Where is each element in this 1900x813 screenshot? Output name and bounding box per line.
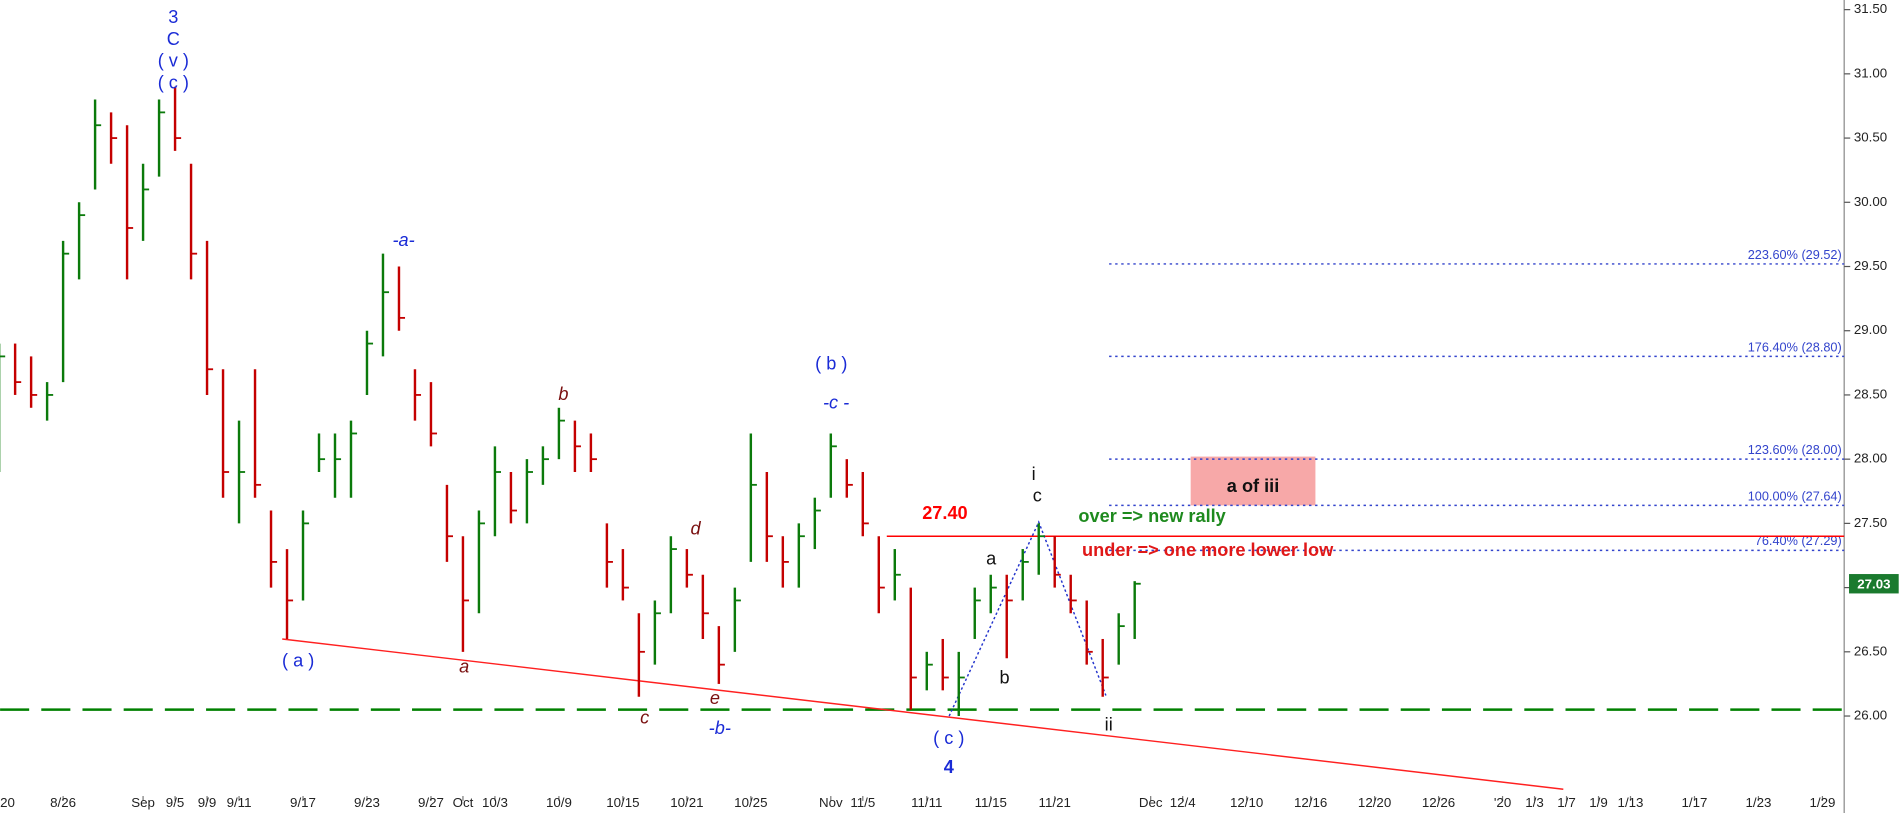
x-tick-label: 20 xyxy=(0,795,15,810)
x-tick-label: 10/3 xyxy=(482,795,508,810)
x-tick-label: 9/11 xyxy=(227,795,252,810)
x-tick-label: 12/10 xyxy=(1230,795,1263,810)
x-tick-label: 1/3 xyxy=(1525,795,1544,810)
x-tick-label: 9/27 xyxy=(418,795,444,810)
y-tick-label: 27.50 xyxy=(1854,515,1887,530)
wave-label: b xyxy=(999,667,1009,687)
x-tick-label: 1/9 xyxy=(1589,795,1608,810)
last-price-box xyxy=(1849,574,1899,594)
wave-label: c xyxy=(640,707,649,727)
fib-label: 176.40% (28.80) xyxy=(1748,339,1842,354)
y-tick-label: 29.50 xyxy=(1854,258,1887,273)
x-tick-label: Nov xyxy=(819,795,843,810)
fib-label: 123.60% (28.00) xyxy=(1748,442,1842,457)
wave-label: i xyxy=(1032,464,1036,484)
x-tick-label: '20 xyxy=(1494,795,1511,810)
fib-label: 223.60% (29.52) xyxy=(1748,247,1842,262)
x-tick-label: Sep xyxy=(131,795,155,810)
x-tick-label: 8/26 xyxy=(50,795,76,810)
wave-label: a xyxy=(986,549,997,569)
x-tick-label: 10/25 xyxy=(734,795,767,810)
wave-label: a xyxy=(459,656,469,676)
x-tick-label: 1/23 xyxy=(1745,795,1771,810)
note: under => one more lower low xyxy=(1082,540,1334,560)
reference-label: 27.40 xyxy=(922,503,967,523)
wave-path xyxy=(948,520,1107,717)
x-tick-label: 12/26 xyxy=(1422,795,1455,810)
x-tick-label: 1/7 xyxy=(1557,795,1576,810)
x-tick-label: 10/9 xyxy=(546,795,572,810)
x-tick-label: 12/16 xyxy=(1294,795,1327,810)
wave-label: ( c ) xyxy=(933,728,964,748)
last-price-label: 27.03 xyxy=(1857,576,1890,591)
zone-label: a of iii xyxy=(1227,476,1279,496)
x-tick-label: Oct xyxy=(453,795,474,810)
wave-label: ( b ) xyxy=(815,353,847,373)
x-tick-label: 11/21 xyxy=(1039,795,1071,810)
x-tick-label: 9/17 xyxy=(290,795,316,810)
wave-label: d xyxy=(691,518,702,538)
wave-label: c xyxy=(1033,486,1042,506)
x-tick-label: 1/13 xyxy=(1618,795,1644,810)
x-tick-label: 1/29 xyxy=(1809,795,1835,810)
wave-label: ( a ) xyxy=(282,650,314,670)
wave-label: -c - xyxy=(823,392,849,412)
target-zone xyxy=(1190,456,1316,506)
wave-label: C xyxy=(167,29,180,49)
x-tick-label: 10/21 xyxy=(670,795,703,810)
x-tick-label: 9/5 xyxy=(166,795,185,810)
y-tick-label: 31.00 xyxy=(1854,65,1887,80)
x-tick-label: 10/15 xyxy=(606,795,639,810)
y-tick-label: 30.50 xyxy=(1854,130,1887,145)
x-tick-label: 11/11 xyxy=(911,795,942,810)
fib-label: 100.00% (27.64) xyxy=(1748,488,1842,503)
wave-label: ( v ) xyxy=(158,51,189,71)
y-tick-label: 26.00 xyxy=(1854,708,1887,723)
wave-label: b xyxy=(558,384,568,404)
y-tick-label: 31.50 xyxy=(1854,1,1887,16)
x-tick-label: Dec xyxy=(1139,795,1163,810)
y-tick-label: 28.00 xyxy=(1854,451,1887,466)
x-tick-label: 1/17 xyxy=(1682,795,1708,810)
x-tick-label: 11/15 xyxy=(975,795,1007,810)
wave-label: 4 xyxy=(944,757,954,777)
x-tick-label: 12/20 xyxy=(1358,795,1391,810)
x-tick-label: 9/23 xyxy=(354,795,380,810)
x-tick-label: 12/4 xyxy=(1170,795,1197,810)
wave-label: 3 xyxy=(168,7,178,27)
y-tick-label: 29.00 xyxy=(1854,322,1887,337)
wave-label: ii xyxy=(1105,715,1113,735)
y-tick-label: 30.00 xyxy=(1854,194,1887,209)
trend-line xyxy=(282,638,1564,790)
fib-label: 76.40% (27.29) xyxy=(1755,533,1842,548)
wave-label: e xyxy=(710,688,720,708)
wave-label: ( c ) xyxy=(158,72,189,92)
x-tick-label: 9/9 xyxy=(198,795,217,810)
wave-label: -b- xyxy=(709,718,731,738)
y-tick-label: 26.50 xyxy=(1854,643,1887,658)
wave-label: -a- xyxy=(392,230,414,250)
y-tick-label: 28.50 xyxy=(1854,386,1887,401)
note: over => new rally xyxy=(1078,506,1225,526)
x-tick-label: 11/5 xyxy=(850,795,875,810)
